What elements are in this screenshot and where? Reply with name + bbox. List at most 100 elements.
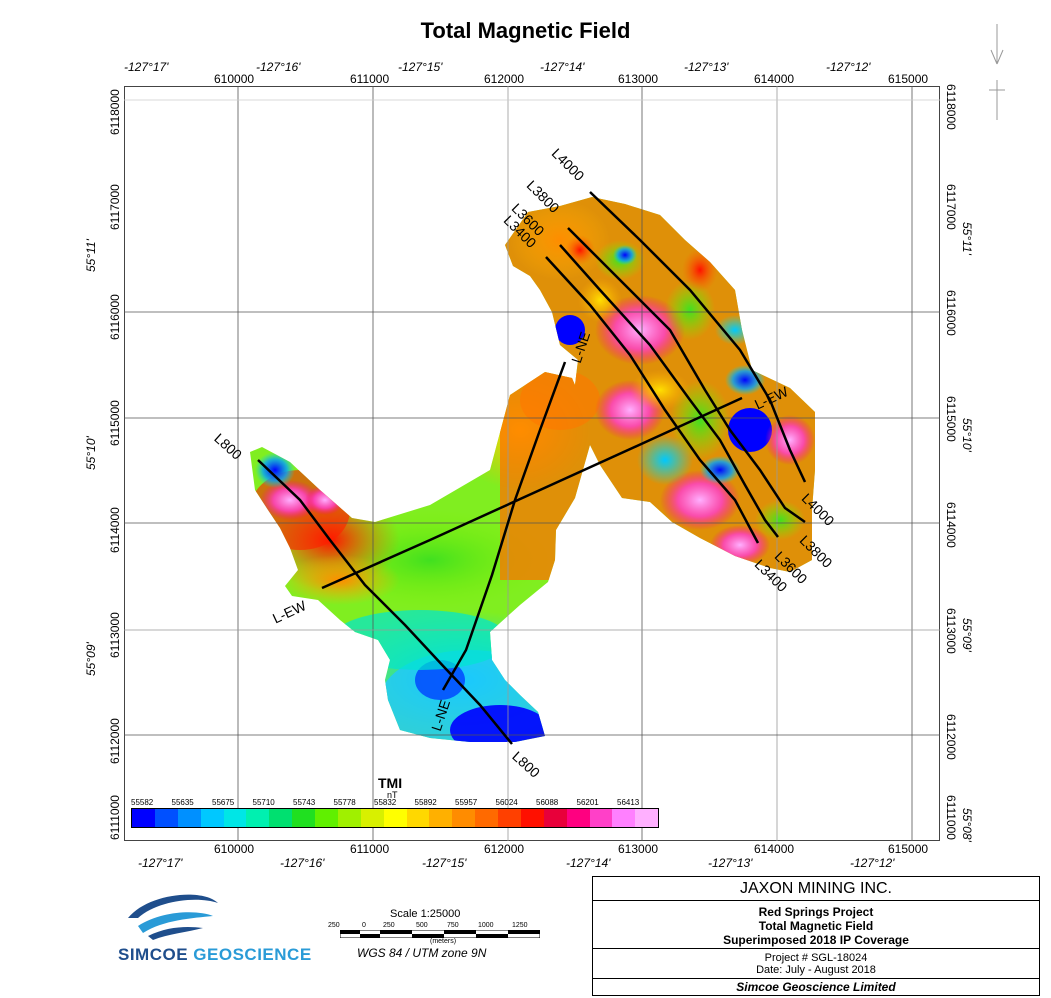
lon-top-4: -127°13' [684,60,729,74]
project-number: Project # SGL-18024 [764,952,868,964]
legend-swatch [452,809,476,827]
map-title: Total Magnetic Field [420,18,631,43]
lat-right-3: 55°08' [960,808,974,842]
scale-tick-label: 1000 [478,922,494,929]
east-top-0: 610000 [214,72,255,86]
legend-swatch [406,809,430,827]
tmi-grid [250,197,815,742]
line-l3400 [545,256,760,544]
map-frame [124,86,940,841]
east-bottom-4: 614000 [754,842,795,856]
lon-bottom-2: -127°15' [422,856,467,870]
east-bottom-5: 615000 [888,842,929,856]
title-block: JAXON MINING INC. Red Springs Project To… [592,876,1040,996]
legend-swatch [383,809,407,827]
scale-label: Scale 1:25000 [390,908,461,920]
north-right-0: 6118000 [944,84,958,130]
lat-right-1: 55°10' [960,418,974,452]
lon-top-0: -127°17' [124,60,169,74]
north-left-3: 6115000 [108,400,122,446]
north-left-2: 6116000 [108,294,122,340]
legend-value-label: 55635 [171,798,194,807]
legend-value-label: 55582 [131,798,154,807]
legend-swatch [200,809,224,827]
scale-tick-label: 750 [447,922,459,929]
north-right-7: 6111000 [944,795,958,840]
north-left-0: 6118000 [108,89,122,135]
legend-value-label: 56024 [495,798,518,807]
scale-tick-label: 250 [383,922,395,929]
north-left-6: 6112000 [108,718,122,764]
legend-swatch [315,809,338,827]
legend-value-label: 56413 [617,798,640,807]
legend-swatch [292,809,315,827]
north-right-6: 6112000 [944,714,958,760]
logo-word-1: SIMCOE [118,945,189,964]
lat-left-2: 55°09' [84,642,98,676]
project-line-2: Total Magnetic Field [758,919,874,933]
lon-bottom-1: -127°16' [280,856,325,870]
east-top-5: 615000 [888,72,929,86]
ip-survey-lines [257,191,807,745]
legend-value-label: 55675 [212,798,235,807]
legend-value-label: 55892 [414,798,437,807]
lon-bottom-0: -127°17' [138,856,183,870]
legend-swatch [269,809,293,827]
line-l800 [257,459,513,745]
legend-color-bar [131,808,659,828]
scale-tick-label: 1250 [512,922,528,929]
legend-swatch [543,809,567,827]
project-line-3: Superimposed 2018 IP Coverage [723,933,909,947]
legend-unit: nT [387,790,398,800]
north-arrow-icon [989,24,1005,120]
legend-value-label: 55710 [252,798,275,807]
scale-tick-label: 500 [416,922,428,929]
east-bottom-3: 613000 [618,842,659,856]
north-left-7: 6111000 [108,795,122,840]
legend-value-label: 55778 [333,798,356,807]
north-right-1: 6117000 [944,184,958,230]
lon-top-5: -127°12' [826,60,871,74]
contractor-name: Simcoe Geoscience Limited [736,980,896,994]
project-date: Date: July - August 2018 [756,964,876,976]
east-bottom-1: 611000 [350,842,390,856]
legend-value-label: 55957 [455,798,478,807]
legend-swatch [154,809,178,827]
scale-tick-label: 250 [328,922,340,929]
project-block: Red Springs Project Total Magnetic Field… [593,901,1039,949]
legend-swatch [566,809,590,827]
lon-bottom-5: -127°12' [850,856,895,870]
north-right-2: 6116000 [944,290,958,336]
east-bottom-0: 610000 [214,842,255,856]
north-left-5: 6113000 [108,612,122,658]
company-logo-text: SIMCOE GEOSCIENCE [118,945,312,965]
east-top-1: 611000 [350,72,390,86]
north-right-5: 6113000 [944,608,958,654]
lon-top-2: -127°15' [398,60,443,74]
east-top-4: 614000 [754,72,795,86]
lat-right-0: 55°11' [960,222,974,255]
legend-swatch [520,809,544,827]
legend-value-label: 56088 [536,798,559,807]
lat-left-1: 55°10' [84,436,98,470]
legend-swatch [132,809,155,827]
legend-swatch [475,809,498,827]
line-l4000 [589,191,807,483]
scale-bar [340,930,540,938]
east-bottom-2: 612000 [484,842,525,856]
lat-left-0: 55°11' [84,239,98,272]
lon-top-1: -127°16' [256,60,301,74]
lat-right-2: 55°09' [960,618,974,652]
line-l3600 [559,244,779,538]
utm-grid [124,86,940,841]
north-right-3: 6115000 [944,396,958,442]
legend-swatch [498,809,521,827]
legend-value-label: 55832 [374,798,397,807]
company-name: JAXON MINING INC. [593,877,1039,901]
legend-swatch [223,809,247,827]
lon-top-3: -127°14' [540,60,585,74]
legend-swatch [589,809,613,827]
line-lne [441,361,567,691]
project-line-1: Red Springs Project [758,905,874,919]
